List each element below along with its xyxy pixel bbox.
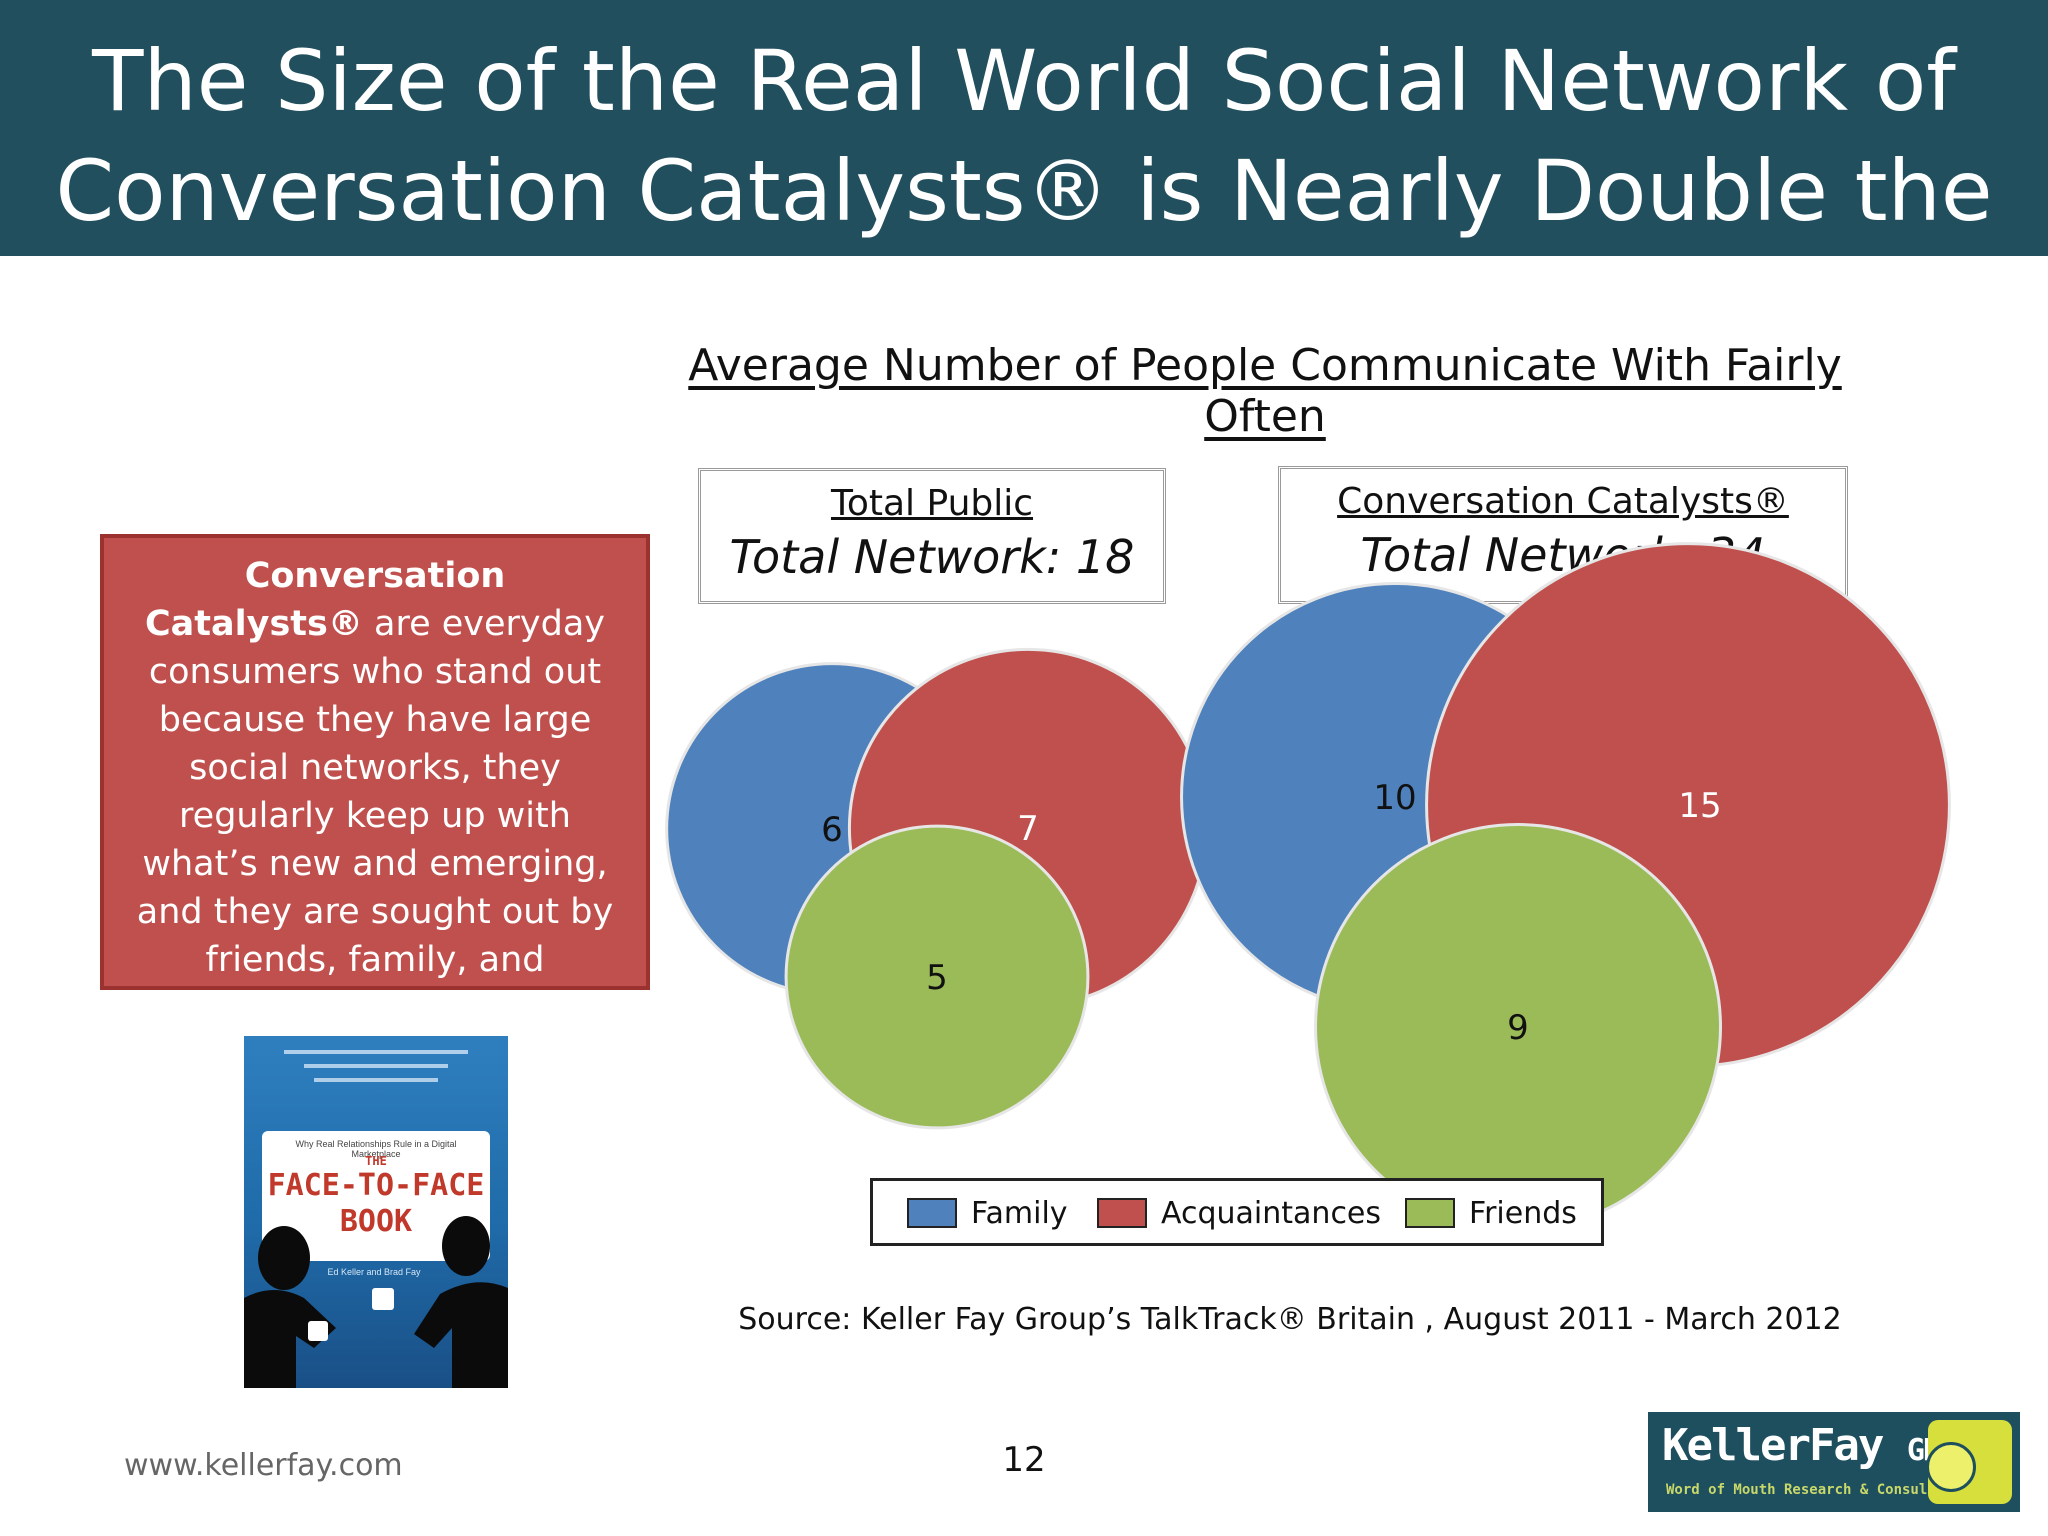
legend-label-acquaintances: Acquaintances [1161, 1195, 1382, 1231]
book-title-the: THE [365, 1154, 387, 1168]
logo-name-text: KellerFay [1662, 1420, 1884, 1471]
total-public-box: Total Public Total Network: 18 [698, 468, 1166, 604]
source-note: Source: Keller Fay Group’s TalkTrack® Br… [738, 1302, 1842, 1337]
catalysts-network: Total Network: 34 [1360, 528, 1766, 582]
bubble-value-family-total-public: 6 [821, 810, 843, 850]
title-banner: The Size of the Real World Social Networ… [0, 0, 2048, 350]
bubble-family-catalysts [1180, 582, 1610, 1012]
bubble-acquaintances-total-public [847, 647, 1209, 1009]
total-public-network: Total Network: 18 [729, 530, 1135, 584]
book-subtitle: Why Real Relationships Rule in a Digital… [295, 1139, 457, 1159]
book-title: THE FACE-TO-FACE BOOK [262, 1154, 490, 1240]
definition-text: are everyday consumers who stand out bec… [136, 604, 614, 980]
legend-label-friends: Friends [1469, 1195, 1577, 1231]
total-public-label: Total Public [830, 483, 1034, 524]
bubble-friends-catalysts [1314, 823, 1722, 1231]
chart-title: Average Number of People Communicate Wit… [688, 340, 1842, 442]
legend-item-friends: Friends [1405, 1193, 1577, 1233]
slide-title-line2: Conversation Catalysts® is Nearly Double… [55, 142, 1993, 350]
legend-swatch-family [907, 1198, 957, 1228]
book-blurb-line [304, 1064, 448, 1068]
bubble-value-family-catalysts: 10 [1373, 778, 1416, 818]
legend-swatch-acquaintances [1097, 1198, 1147, 1228]
legend-swatch-friends [1405, 1198, 1455, 1228]
bubble-acquaintances-catalysts [1425, 542, 1951, 1068]
slide-title-line1: The Size of the Real World Social Networ… [92, 32, 1956, 130]
book-title-line1: FACE-TO-FACE [267, 1168, 485, 1203]
catalysts-box: Conversation Catalysts® Total Network: 3… [1278, 466, 1848, 604]
definition-term: Conversation Catalysts® [145, 556, 506, 644]
book-cover-image: Why Real Relationships Rule in a Digital… [244, 1036, 508, 1388]
book-authors: Ed Keller and Brad Fay [327, 1267, 421, 1277]
book-title-line2: BOOK [339, 1204, 413, 1239]
definition-box: Conversation Catalysts® are everyday con… [100, 534, 650, 990]
bubble-value-acquaintances-catalysts: 15 [1678, 786, 1721, 826]
bubble-family-total-public [665, 662, 999, 996]
book-blurb-line [314, 1078, 438, 1082]
bubble-value-friends-catalysts: 9 [1507, 1008, 1529, 1048]
book-blurb-line [284, 1050, 468, 1054]
footer-url[interactable]: www.kellerfay.com [124, 1448, 403, 1483]
page-number: 12 [1002, 1440, 1046, 1480]
bubble-value-friends-total-public: 5 [926, 958, 948, 998]
logo-tagline: Word of Mouth Research & Consulting [1666, 1482, 1962, 1498]
legend: Family Acquaintances Friends [870, 1178, 1604, 1246]
bubble-value-acquaintances-total-public: 7 [1017, 809, 1039, 849]
book-silhouettes [244, 1216, 508, 1388]
kellerfay-logo: KellerFay GROUP Word of Mouth Research &… [1648, 1412, 2020, 1512]
bubble-friends-total-public [784, 824, 1090, 1130]
legend-item-family: Family [907, 1193, 1068, 1233]
slide-title: The Size of the Real World Social Networ… [0, 26, 2048, 356]
legend-item-acquaintances: Acquaintances [1097, 1193, 1381, 1233]
legend-label-family: Family [971, 1195, 1068, 1231]
logo-dot-icon [1926, 1442, 1976, 1492]
catalysts-label: Conversation Catalysts® [1337, 481, 1789, 522]
